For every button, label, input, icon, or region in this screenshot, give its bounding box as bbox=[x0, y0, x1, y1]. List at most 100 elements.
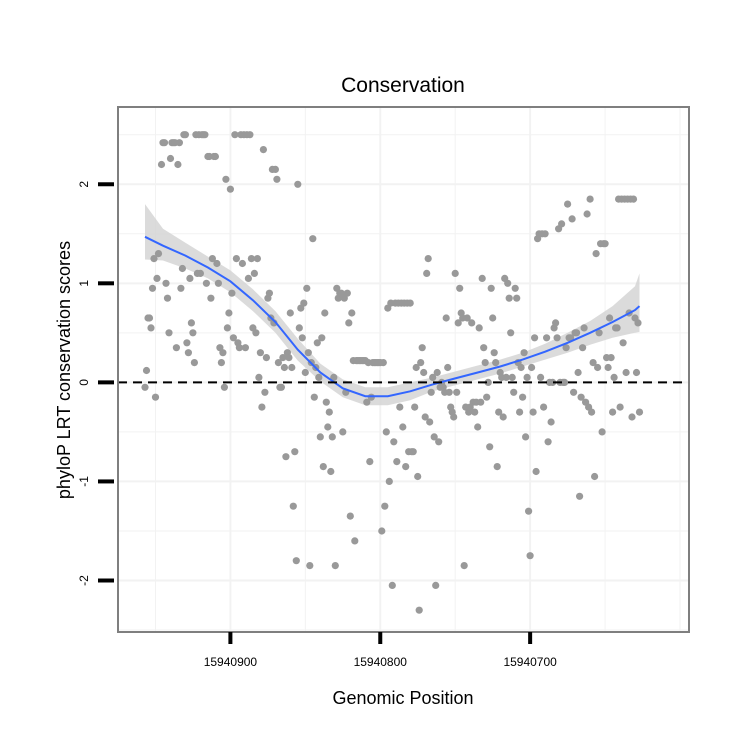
data-point bbox=[444, 363, 452, 372]
data-point bbox=[393, 458, 401, 466]
data-point bbox=[487, 284, 495, 292]
data-point bbox=[151, 393, 160, 401]
data-point bbox=[285, 354, 293, 362]
data-point bbox=[424, 255, 432, 263]
data-point bbox=[463, 314, 471, 322]
panel-background bbox=[118, 107, 689, 632]
data-point bbox=[226, 185, 234, 193]
data-point bbox=[477, 398, 485, 406]
data-point bbox=[343, 289, 351, 297]
data-point bbox=[504, 279, 512, 287]
data-point bbox=[579, 344, 587, 352]
data-point bbox=[292, 557, 300, 565]
data-point bbox=[223, 324, 231, 332]
data-point bbox=[150, 255, 158, 263]
data-point bbox=[474, 423, 482, 431]
data-point bbox=[175, 139, 183, 147]
data-point bbox=[570, 388, 578, 396]
data-point bbox=[595, 329, 603, 337]
data-point bbox=[142, 366, 151, 375]
x-tick-label: 15940800 bbox=[354, 655, 408, 669]
y-axis-title: phyloP LRT conservation scores bbox=[54, 241, 74, 499]
data-point bbox=[262, 354, 270, 362]
data-point bbox=[141, 383, 149, 391]
data-point bbox=[629, 195, 638, 203]
y-tick-label: -2 bbox=[77, 575, 91, 586]
data-point bbox=[271, 165, 279, 173]
data-point bbox=[153, 274, 161, 282]
data-point bbox=[319, 463, 327, 471]
data-point bbox=[247, 255, 255, 263]
data-point bbox=[211, 152, 219, 161]
data-point bbox=[493, 463, 501, 471]
data-point bbox=[321, 309, 329, 317]
data-point bbox=[303, 284, 311, 292]
data-point bbox=[208, 255, 216, 263]
data-point bbox=[412, 363, 420, 372]
data-points bbox=[141, 131, 644, 614]
data-point bbox=[562, 344, 570, 352]
x-tick-label: 15940700 bbox=[503, 655, 557, 669]
data-point bbox=[178, 264, 186, 273]
data-point bbox=[601, 240, 609, 248]
data-point bbox=[348, 309, 356, 317]
data-point bbox=[295, 324, 303, 332]
data-point bbox=[507, 329, 515, 337]
data-point bbox=[217, 359, 225, 367]
data-point bbox=[304, 349, 312, 357]
data-point bbox=[331, 562, 339, 570]
data-point bbox=[415, 606, 423, 614]
smooth-line bbox=[144, 235, 641, 398]
data-point bbox=[382, 428, 390, 436]
data-point bbox=[310, 393, 318, 401]
data-point bbox=[588, 408, 596, 416]
data-point bbox=[619, 339, 627, 347]
data-point bbox=[481, 359, 489, 367]
data-point bbox=[558, 220, 566, 228]
data-point bbox=[561, 378, 569, 386]
y-tick-label: 2 bbox=[77, 181, 91, 188]
data-point bbox=[256, 349, 264, 357]
data-point bbox=[183, 339, 191, 347]
data-point bbox=[432, 581, 440, 590]
data-point bbox=[294, 180, 302, 188]
data-point bbox=[451, 269, 459, 277]
data-point bbox=[519, 393, 527, 401]
data-point bbox=[610, 373, 618, 381]
data-point bbox=[201, 131, 209, 139]
data-point bbox=[327, 467, 335, 476]
data-point bbox=[318, 334, 326, 342]
data-point bbox=[580, 324, 588, 332]
data-point bbox=[252, 329, 260, 337]
data-point bbox=[390, 438, 398, 446]
data-point bbox=[219, 349, 227, 357]
data-point bbox=[145, 314, 154, 322]
data-point bbox=[409, 448, 417, 456]
data-point bbox=[339, 428, 347, 436]
data-point bbox=[525, 507, 533, 515]
data-point bbox=[315, 373, 323, 381]
data-point bbox=[592, 250, 600, 258]
data-point bbox=[442, 314, 450, 322]
data-point bbox=[429, 373, 437, 381]
data-point bbox=[255, 373, 263, 381]
data-point bbox=[402, 463, 410, 471]
data-point bbox=[381, 502, 389, 510]
data-point bbox=[196, 269, 204, 277]
data-point bbox=[589, 359, 597, 367]
data-point bbox=[540, 403, 548, 411]
data-point bbox=[433, 368, 441, 377]
data-point bbox=[598, 428, 606, 436]
data-point bbox=[516, 408, 524, 416]
data-point bbox=[489, 314, 497, 322]
data-point bbox=[324, 423, 332, 431]
data-point bbox=[165, 329, 173, 337]
data-point bbox=[222, 175, 230, 183]
x-tick-label: 15940900 bbox=[204, 655, 258, 669]
data-point bbox=[306, 562, 314, 570]
data-point bbox=[274, 359, 282, 367]
data-point bbox=[520, 349, 528, 357]
data-point bbox=[345, 319, 353, 327]
data-point bbox=[187, 319, 195, 327]
